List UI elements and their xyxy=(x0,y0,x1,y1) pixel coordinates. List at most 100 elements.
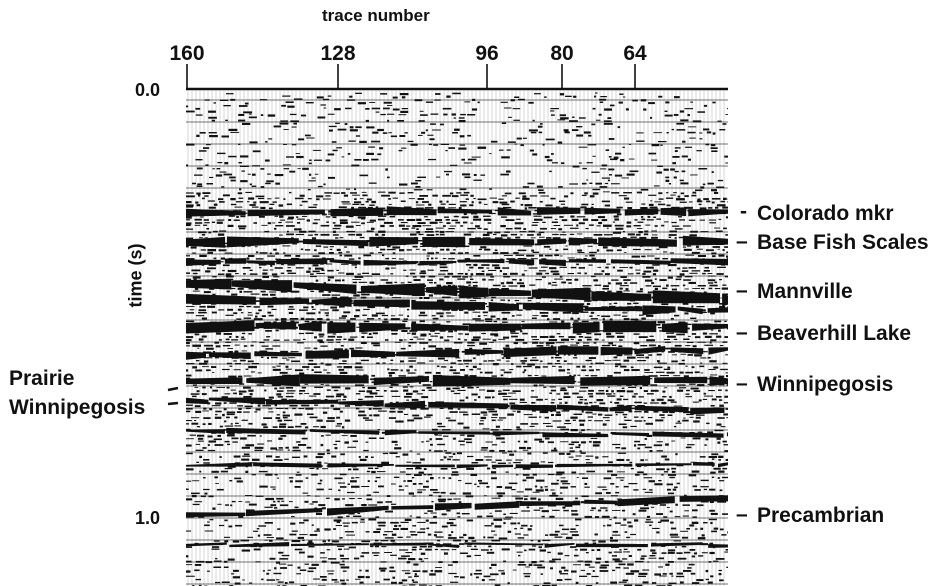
wiggle-mark xyxy=(667,488,671,491)
reflector-segment xyxy=(580,375,651,386)
wiggle-mark xyxy=(233,369,241,371)
wiggle-mark xyxy=(711,171,714,173)
wiggle-mark xyxy=(267,114,276,117)
wiggle-mark xyxy=(457,389,466,391)
wiggle-mark xyxy=(708,561,712,563)
wiggle-mark xyxy=(661,224,665,227)
wiggle-mark xyxy=(247,360,254,363)
wiggle-mark xyxy=(323,282,327,284)
wiggle-mark xyxy=(614,522,621,524)
wiggle-mark xyxy=(682,515,689,517)
wiggle-mark xyxy=(297,218,305,220)
wiggle-mark xyxy=(561,320,565,323)
wiggle-mark xyxy=(382,132,388,134)
wiggle-mark xyxy=(536,233,542,236)
wiggle-mark xyxy=(601,164,608,167)
wiggle-mark xyxy=(592,188,601,191)
wiggle-mark xyxy=(532,473,537,476)
wiggle-mark xyxy=(608,156,612,158)
wiggle-mark xyxy=(589,195,595,198)
wiggle-mark xyxy=(258,216,265,218)
wiggle-mark xyxy=(608,551,612,554)
wiggle-mark xyxy=(636,191,642,194)
wiggle-mark xyxy=(470,273,474,276)
wiggle-mark xyxy=(263,339,270,341)
wiggle-mark xyxy=(515,338,525,341)
wiggle-mark xyxy=(358,281,367,283)
wiggle-mark xyxy=(289,191,292,194)
wiggle-mark xyxy=(610,158,618,161)
wiggle-mark xyxy=(627,207,633,210)
wiggle-mark xyxy=(649,555,656,557)
wiggle-mark xyxy=(602,191,610,193)
wiggle-mark xyxy=(339,305,345,308)
wiggle-mark xyxy=(586,179,589,181)
wiggle-mark xyxy=(724,450,728,452)
wiggle-mark xyxy=(700,527,704,530)
wiggle-mark xyxy=(415,186,421,188)
wiggle-mark xyxy=(496,359,501,361)
wiggle-mark xyxy=(567,363,573,365)
wiggle-mark xyxy=(725,162,728,164)
wiggle-mark xyxy=(708,219,717,221)
wiggle-mark xyxy=(400,471,406,473)
wiggle-mark xyxy=(405,275,409,277)
wiggle-mark xyxy=(667,264,677,267)
wiggle-mark xyxy=(391,333,398,335)
wiggle-mark xyxy=(359,458,367,461)
wiggle-mark xyxy=(580,548,587,551)
wiggle-mark xyxy=(707,182,714,185)
wiggle-mark xyxy=(375,111,380,113)
time-tick-label: 1.0 xyxy=(135,508,161,528)
wiggle-mark xyxy=(207,444,210,446)
wiggle-mark xyxy=(294,197,304,200)
wiggle-mark xyxy=(704,344,714,346)
wiggle-mark xyxy=(650,384,658,386)
reflector-segment xyxy=(186,429,225,434)
wiggle-mark xyxy=(693,552,698,555)
wiggle-mark xyxy=(620,365,627,368)
wiggle-mark xyxy=(643,233,649,236)
wiggle-mark xyxy=(411,182,418,185)
wiggle-mark xyxy=(615,282,622,285)
wiggle-mark xyxy=(564,555,570,557)
wiggle-mark xyxy=(500,225,506,228)
wiggle-mark xyxy=(531,561,537,564)
wiggle-mark xyxy=(243,386,251,389)
wiggle-mark xyxy=(194,224,201,226)
wiggle-mark xyxy=(636,354,644,357)
wiggle-mark xyxy=(279,563,287,565)
wiggle-mark xyxy=(457,278,466,280)
wiggle-mark xyxy=(657,327,662,329)
wiggle-mark xyxy=(408,344,411,347)
wiggle-mark xyxy=(295,480,303,483)
wiggle-mark xyxy=(507,582,510,585)
wiggle-mark xyxy=(710,521,713,525)
wiggle-mark xyxy=(588,419,592,422)
wiggle-mark xyxy=(527,374,532,377)
wiggle-mark xyxy=(336,395,342,398)
wiggle-mark xyxy=(605,509,608,512)
wiggle-mark xyxy=(186,105,189,108)
wiggle-mark xyxy=(620,159,625,162)
wiggle-mark xyxy=(558,369,566,372)
wiggle-mark xyxy=(558,186,563,188)
wiggle-mark xyxy=(374,480,378,483)
wiggle-mark xyxy=(612,443,621,446)
reflector-segment xyxy=(556,463,633,468)
wiggle-mark xyxy=(261,356,264,358)
reflector-segment xyxy=(660,207,687,217)
wiggle-mark xyxy=(718,303,724,305)
wiggle-mark xyxy=(505,261,510,263)
wiggle-mark xyxy=(298,551,305,554)
wiggle-mark xyxy=(442,107,452,110)
wiggle-mark xyxy=(534,210,539,212)
wiggle-mark xyxy=(536,272,543,275)
wiggle-mark xyxy=(607,282,611,285)
wiggle-mark xyxy=(206,369,211,372)
wiggle-mark xyxy=(399,339,403,342)
wiggle-mark xyxy=(651,159,658,161)
wiggle-mark xyxy=(238,105,248,107)
wiggle-mark xyxy=(406,369,410,372)
wiggle-mark xyxy=(234,344,240,346)
